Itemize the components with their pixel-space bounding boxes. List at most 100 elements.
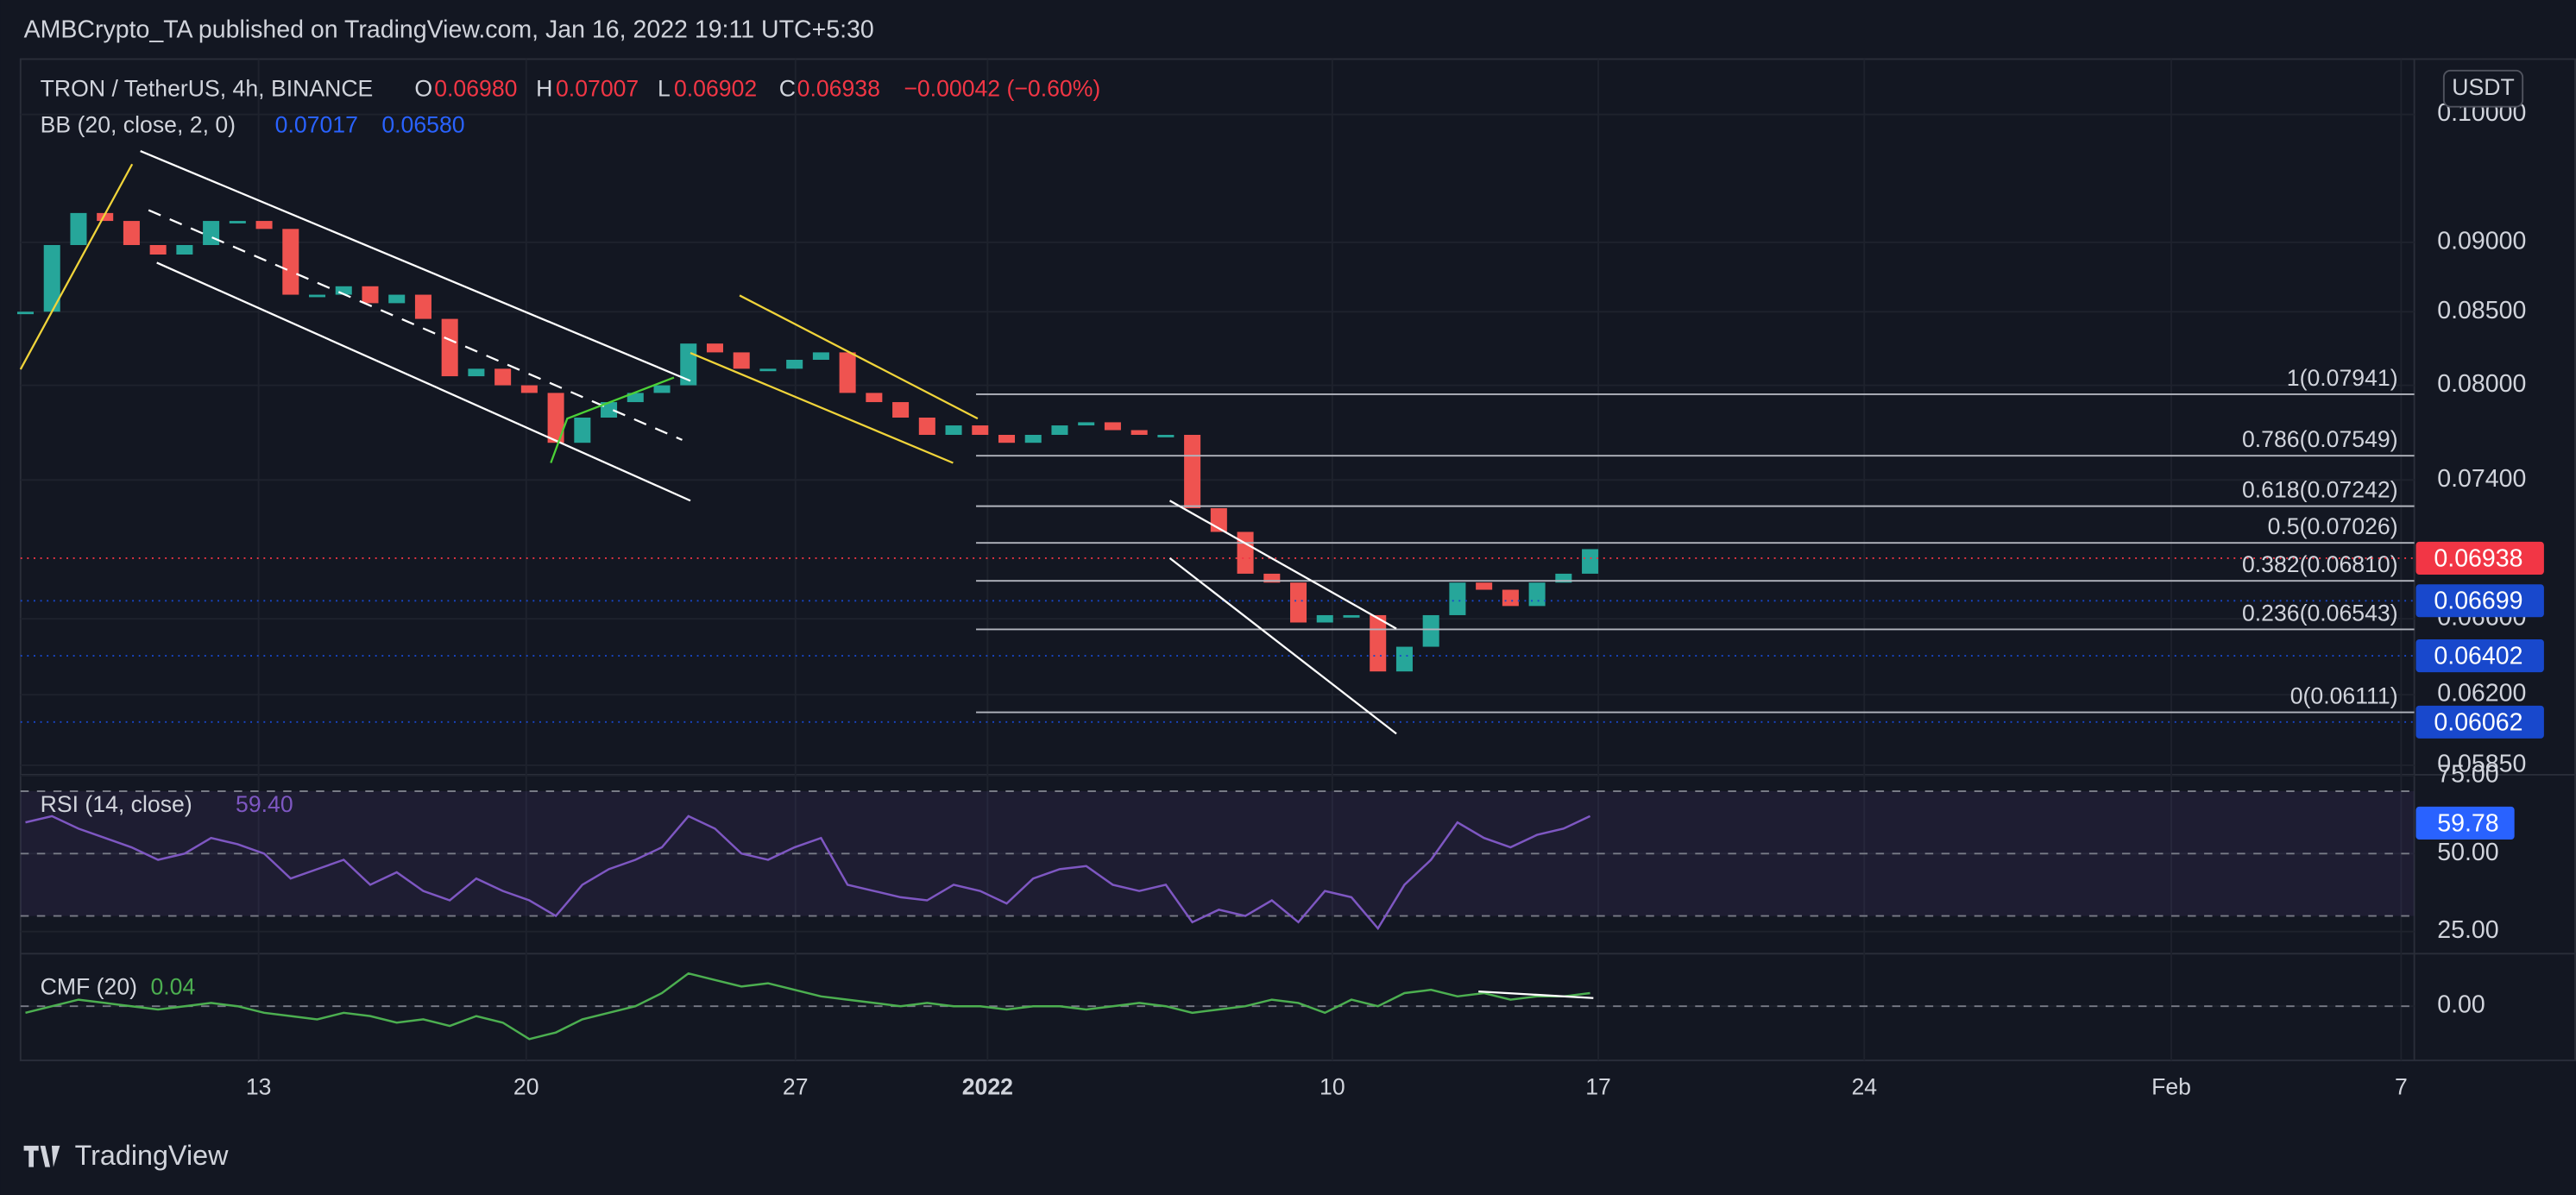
candle (945, 425, 962, 436)
indicator-title: RSI (14, close) (41, 791, 192, 817)
value-badge (2415, 806, 2515, 840)
y-tick-label: 0.07400 (2437, 465, 2526, 493)
y-tick-label: 75.00 (2437, 760, 2498, 788)
candle (892, 402, 910, 418)
x-tick-label: 10 (1319, 1073, 1345, 1099)
legend-value: 0.06938 (797, 76, 880, 102)
y-tick-label: 0.09000 (2437, 227, 2526, 255)
candle (1422, 614, 1439, 647)
trend-line (148, 209, 683, 441)
brand: TradingView (23, 1140, 230, 1171)
candle (414, 294, 431, 319)
trend-line (19, 163, 134, 370)
value-badge-label: 59.78 (2437, 809, 2498, 837)
candle (1449, 582, 1466, 615)
y-tick-label: 50.00 (2437, 839, 2498, 866)
candle (1078, 422, 1095, 426)
price-badge (2415, 584, 2544, 618)
candle (812, 352, 829, 360)
candle (1555, 573, 1572, 583)
fib-label: 0.786(0.07549) (2242, 426, 2398, 452)
candle (229, 221, 246, 223)
trend-line (156, 261, 691, 502)
candle (1157, 435, 1175, 437)
legend-value: 0.07007 (556, 76, 639, 102)
candle (16, 311, 35, 315)
price-badge (2415, 705, 2544, 739)
candle (362, 286, 379, 304)
candle (1316, 614, 1333, 623)
fib-label: 0(0.06111) (2290, 682, 2398, 708)
legend-indicator: BB (20, close, 2, 0) (41, 112, 236, 138)
legend-value: 0.06980 (434, 76, 517, 102)
x-tick-label: 13 (246, 1073, 272, 1099)
trend-line (550, 376, 675, 463)
price-badge-label: 0.06402 (2434, 643, 2522, 670)
candle (1024, 435, 1042, 443)
trend-line (1168, 500, 1397, 630)
y-tick-label: 0.08500 (2437, 297, 2526, 324)
y-tick-label: 0.08000 (2437, 370, 2526, 398)
legend-change: −0.00042 (−0.60%) (904, 76, 1100, 102)
candle (866, 393, 883, 403)
candle (1051, 425, 1068, 436)
legend-value: 0.07017 (275, 112, 358, 138)
plots: 1(0.07941) 0.786(0.07549) 0.618(0.07242) 0.… (16, 212, 2544, 1041)
fib-label: 1(0.07941) (2287, 365, 2398, 391)
candle (706, 343, 723, 353)
indicator-title: CMF (20) (41, 973, 137, 999)
header-title: AMBCrypto_TA published on TradingView.co… (24, 16, 874, 44)
indicator-line (25, 814, 1591, 931)
candle (1184, 435, 1201, 508)
candle (653, 385, 671, 393)
chart-frame (19, 58, 2576, 1061)
candle (839, 352, 856, 393)
trend-line (690, 351, 954, 464)
candle (972, 425, 989, 436)
indicator-value: 0.04 (150, 973, 195, 999)
candle (918, 417, 935, 436)
x-tick-label: 20 (513, 1073, 539, 1099)
candle (1528, 582, 1546, 607)
candle (494, 368, 512, 386)
x-tick-label: 7 (2395, 1073, 2408, 1099)
candle (43, 244, 60, 312)
candle (759, 368, 777, 372)
fib-label: 0.382(0.06810) (2242, 551, 2398, 577)
trend-line (1168, 557, 1397, 735)
indicator-value: 59.40 (236, 791, 293, 817)
x-tick-label: 27 (783, 1073, 809, 1099)
currency-button[interactable] (2442, 69, 2524, 108)
candle (335, 286, 352, 295)
candle (203, 221, 220, 245)
legend-value: 0.06580 (381, 112, 464, 138)
candle (627, 393, 644, 403)
candle (1263, 573, 1281, 583)
candle (1237, 531, 1254, 574)
candle (468, 368, 485, 377)
candle (574, 417, 591, 443)
x-tick-label: 2022 (962, 1073, 1013, 1099)
candle (441, 318, 458, 377)
candle (255, 221, 273, 230)
candle (176, 244, 193, 255)
price-badge-label: 0.06938 (2434, 544, 2522, 572)
rsi-band (20, 790, 2415, 916)
candle (149, 244, 167, 255)
candle (547, 393, 564, 443)
indicator-line (25, 972, 1590, 1041)
brand-logo (23, 1145, 60, 1167)
trend-line (1478, 990, 1594, 999)
candle (70, 212, 87, 245)
candle (1370, 614, 1387, 672)
candle (998, 435, 1016, 443)
fib-label: 0.236(0.06543) (2242, 600, 2398, 626)
x-tick-label: Feb (2151, 1073, 2191, 1099)
candle (601, 402, 618, 418)
drawings (19, 149, 1594, 999)
legend-symbol: TRON / TetherUS, 4h, BINANCE (41, 76, 374, 102)
legend-key: C (779, 76, 796, 102)
currency-label[interactable]: USDT (2452, 74, 2514, 100)
candle (1476, 582, 1493, 590)
brand-name: TradingView (75, 1140, 230, 1171)
